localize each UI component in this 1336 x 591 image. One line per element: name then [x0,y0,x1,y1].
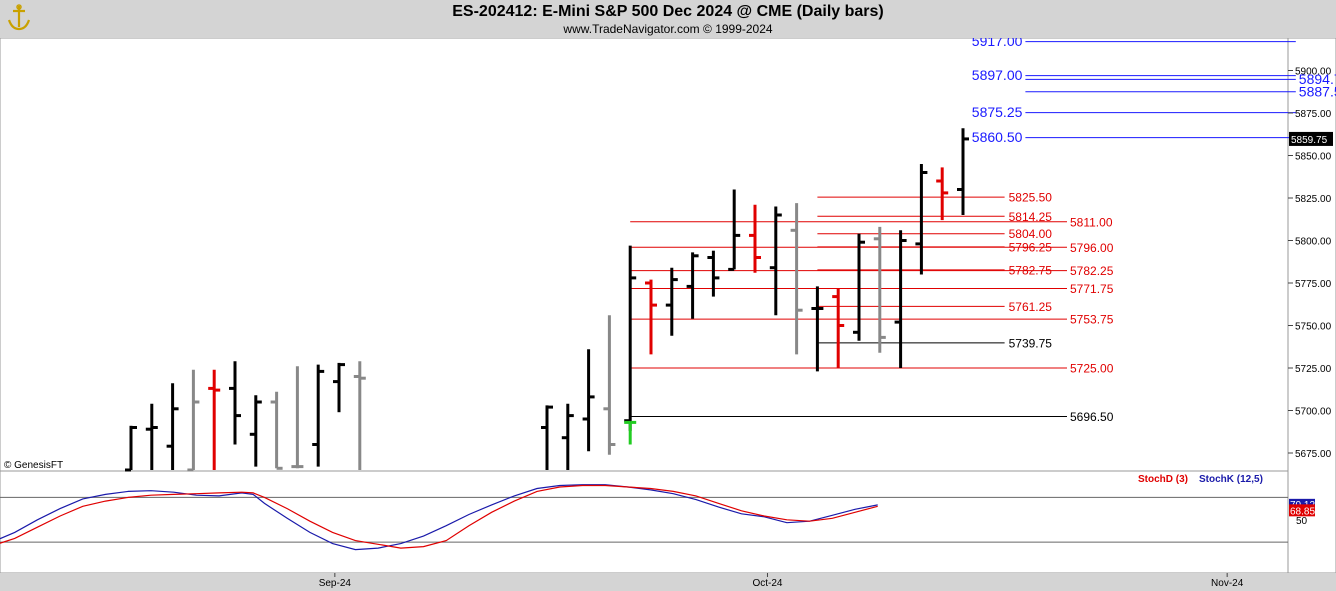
ohlc-bar [603,315,616,455]
level-label: 5782.25 [1070,264,1114,278]
date-label: Oct-24 [752,578,782,589]
ohlc-bar [229,361,241,445]
price-chart[interactable]: 5917.00 5897.00 5894.755887.50 5875.25 5860.… [0,38,1336,591]
ohlc-bar [291,366,304,469]
last-price-label: 5859.75 [1291,135,1328,146]
date-axis: Sep-24 Oct-24 Nov-24 [319,573,1244,589]
price-tick-label: 5700.00 [1295,407,1332,418]
level-label: 5739.75 [1009,336,1053,350]
level-label: 5811.00 [1070,215,1113,229]
ohlc-bar [541,405,553,470]
ohlc-bar [312,364,325,467]
legend-stochD: StochD (3) [1138,474,1188,485]
ohlc-bar [665,267,678,336]
chart-title: ES-202412: E-Mini S&P 500 Dec 2024 @ CME… [452,3,884,20]
level-label: 5860.50 [972,129,1023,145]
genesis-watermark: © GenesisFT [4,460,63,471]
price-tick-label: 5775.00 [1295,279,1332,290]
level-label: 5894.75 [1299,71,1336,87]
level-label: 5725.00 [1070,362,1114,376]
ohlc-bar [873,226,886,353]
stochD-value: 68.85 [1290,506,1315,517]
level-label: 5771.75 [1070,282,1114,296]
ohlc-bar [582,349,595,452]
ohlc-bar [728,189,741,271]
ohlc-bar [645,279,657,355]
price-tick-label: 5750.00 [1295,322,1332,333]
level-label: 5917.00 [972,38,1023,49]
oscillator-panel [0,470,1289,574]
support-resistance-levels: 5917.00 5897.00 5894.755887.50 5875.25 5860.… [630,38,1336,424]
ohlc-bar [353,361,366,470]
stochD-line [0,484,878,549]
ohlc-bar [811,286,824,372]
date-axis-bar [0,573,1336,591]
legend-stochK: StochK (12,5) [1199,474,1263,485]
chart-header: ES-202412: E-Mini S&P 500 Dec 2024 @ CME… [0,0,1336,38]
price-tick-label: 5800.00 [1295,237,1332,248]
axis-panel [1287,38,1336,574]
chart-subtitle: www.TradeNavigator.com © 1999-2024 [563,22,773,36]
ohlc-bar [853,233,865,341]
osc-tick-label: 50 [1296,516,1308,527]
price-tick-label: 5825.00 [1295,194,1332,205]
date-label: Nov-24 [1211,578,1244,589]
ohlc-bar [749,204,761,273]
ohlc-bar [624,245,637,431]
ohlc-bar [125,425,137,472]
level-label: 5897.00 [972,67,1023,83]
ohlc-bar [894,230,907,368]
price-tick-label: 5675.00 [1295,449,1332,460]
level-label: 5753.75 [1070,313,1114,327]
ohlc-bar [790,203,803,355]
level-label: 5804.00 [1009,227,1053,241]
ohlc-bar [270,391,283,470]
price-tick-label: 5850.00 [1295,152,1332,163]
last-price-box [1289,131,1333,146]
ohlc-bar [832,288,845,368]
level-label: 5796.00 [1070,241,1114,255]
ohlc-bar [166,383,179,470]
ohlc-bar [145,403,158,470]
price-tick-label: 5725.00 [1295,364,1332,375]
anchor-icon [7,4,31,31]
price-tick-label: 5875.00 [1295,109,1332,120]
price-axis: 5925.005900.005875.005850.005825.005800.… [1288,67,1333,460]
ohlc-bar [208,369,221,470]
price-tick-label: 5900.00 [1295,67,1332,78]
stochD-value-box [1289,504,1315,517]
level-label: 5887.50 [1299,83,1336,99]
ohlc-bar [561,403,574,470]
ohlc-bar [957,128,969,215]
level-label: 5761.25 [1009,300,1053,314]
ohlc-bar [624,420,637,445]
stochK-line [0,484,878,551]
ohlc-bar [333,362,345,413]
level-label: 5875.25 [972,104,1023,120]
date-label: Sep-24 [319,578,352,589]
ohlc-bar [769,206,782,316]
level-label: 5825.50 [1009,191,1053,205]
ohlc-bars [125,128,969,472]
ohlc-bar [915,164,928,275]
ohlc-bar [249,395,262,467]
ohlc-bar [936,167,949,221]
level-label: 5814.25 [1009,210,1053,224]
ohlc-bar [707,250,720,297]
ohlc-bar [686,252,699,319]
ohlc-bar [187,369,200,472]
level-label: 5696.50 [1070,410,1114,424]
